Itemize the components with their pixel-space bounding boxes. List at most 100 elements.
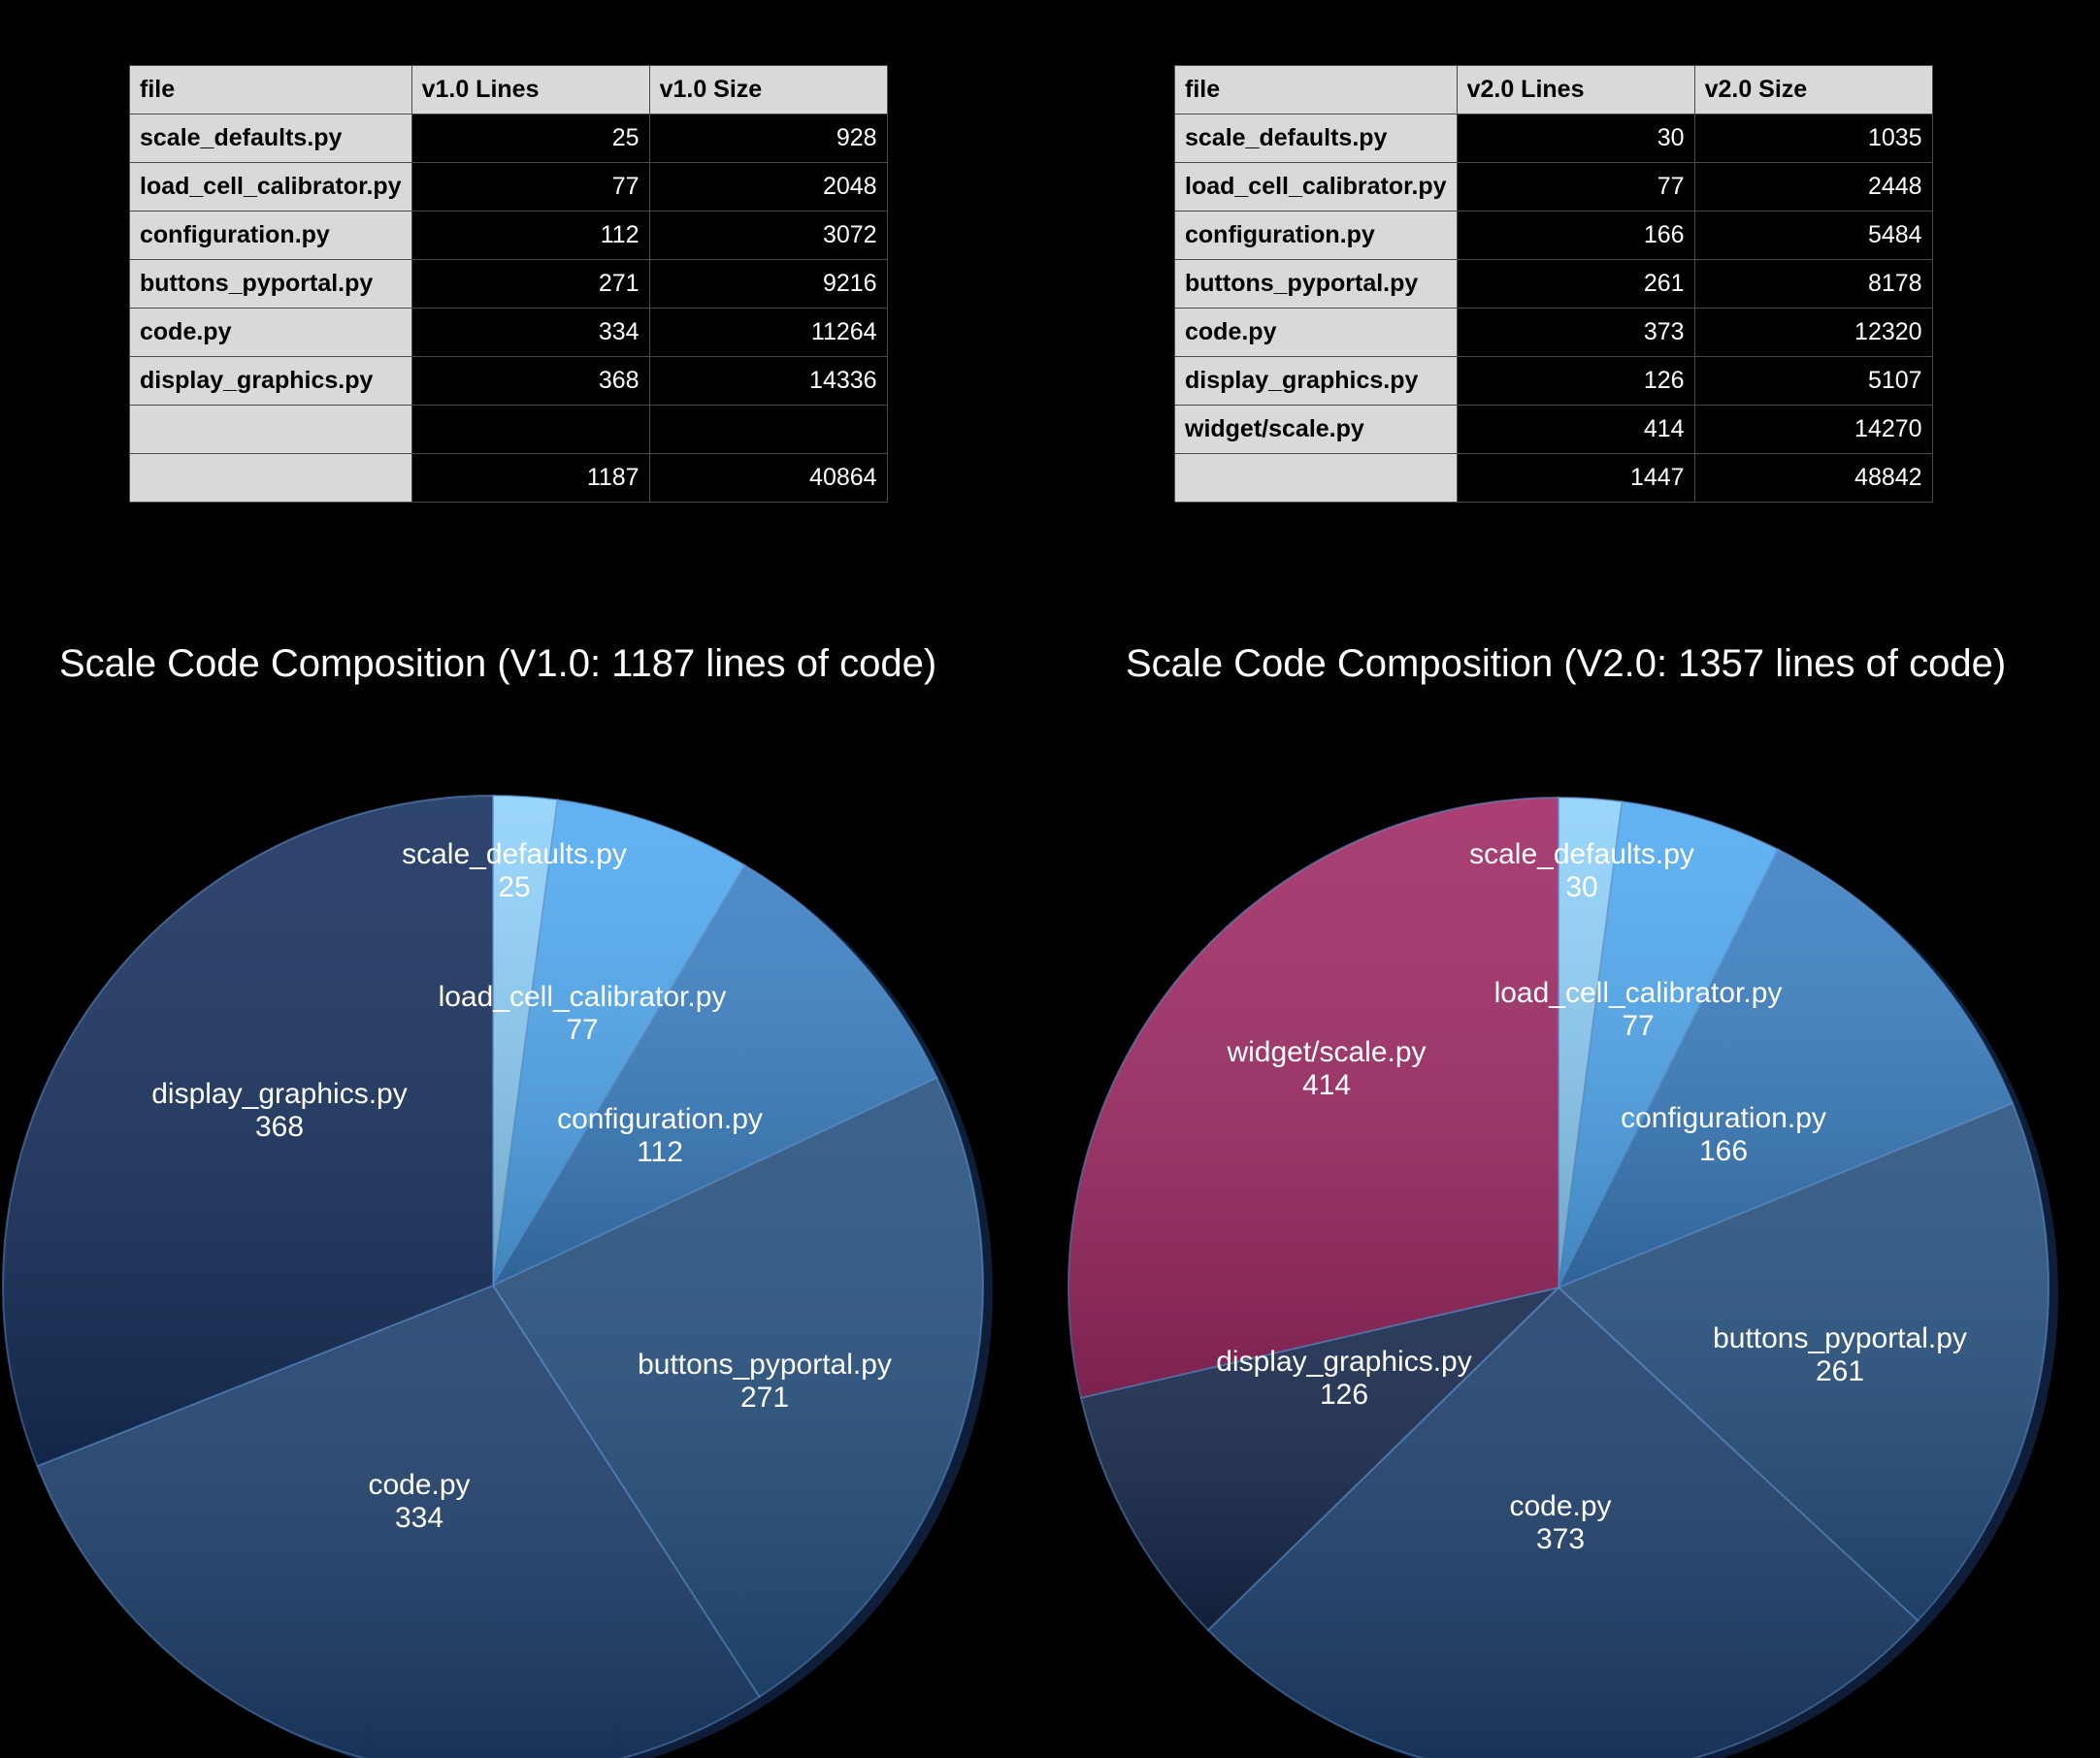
file-name-cell: load_cell_calibrator.py [129,162,412,212]
lines-cell: 373 [1456,308,1695,357]
table-row: scale_defaults.py 25 928 [129,114,888,163]
file-name-cell: code.py [129,308,412,357]
slice-value-label: 261 [1816,1355,1864,1387]
table-row: load_cell_calibrator.py 77 2048 [129,162,888,212]
lines-cell: 77 [410,162,650,212]
slice-name-label: buttons_pyportal.py [638,1349,892,1381]
lines-cell: 261 [1456,259,1695,309]
slice-name-label: scale_defaults.py [402,838,627,870]
slice-name-label: code.py [368,1469,470,1501]
chart-title-v1: Scale Code Composition (V1.0: 1187 lines… [59,642,937,685]
slice-name-label: load_cell_calibrator.py [439,981,727,1013]
size-cell: 2048 [648,162,888,212]
slice-value-label: 166 [1699,1135,1748,1167]
pie-slice-shading [493,864,937,1286]
file-name-cell: configuration.py [129,211,412,260]
pie-slice-shading [1080,1287,1559,1630]
slice-name-label: configuration.py [557,1103,763,1135]
table-row: display_graphics.py 126 5107 [1174,356,1933,406]
size-cell: 8178 [1693,259,1933,309]
file-name-cell: widget/scale.py [1174,405,1458,454]
slice-value-label: 25 [498,871,530,903]
table-row: code.py 373 12320 [1174,308,1933,357]
slice-value-label: 373 [1536,1523,1585,1555]
file-name-cell: display_graphics.py [1174,356,1458,406]
lines-cell [410,405,650,454]
slice-name-label: display_graphics.py [151,1078,407,1110]
size-cell: 3072 [648,211,888,260]
file-name-cell: buttons_pyportal.py [129,259,412,309]
column-header: file [129,65,412,114]
size-cell: 11264 [648,308,888,357]
file-name-cell: buttons_pyportal.py [1174,259,1458,309]
slice-value-label: 368 [255,1111,304,1143]
slice-value-label: 126 [1320,1379,1368,1411]
slice-value-label: 112 [637,1136,683,1168]
slice-value-label: 77 [566,1014,598,1046]
pie-slice-shading [1067,798,1559,1398]
column-header: v1.0 Lines [410,65,650,114]
table-row: 1187 40864 [129,453,888,503]
table-header-row: file v2.0 Lines v2.0 Size [1174,65,1933,114]
lines-cell: 368 [410,356,650,406]
file-name-cell: load_cell_calibrator.py [1174,162,1458,212]
file-name-cell: scale_defaults.py [1174,114,1458,163]
pie-slice-shading [1559,1103,2049,1621]
size-cell: 48842 [1693,453,1933,503]
file-name-cell: code.py [1174,308,1458,357]
size-cell: 5484 [1693,211,1933,260]
slice-name-label: load_cell_calibrator.py [1494,977,1783,1009]
pie-slice-shading [1559,801,1779,1287]
lines-cell: 25 [410,114,650,163]
table-row: widget/scale.py 414 14270 [1174,405,1933,454]
table-row: code.py 334 11264 [129,308,888,357]
size-cell: 928 [648,114,888,163]
slice-name-label: scale_defaults.py [1469,838,1694,870]
lines-cell: 112 [410,211,650,260]
slice-name-label: display_graphics.py [1216,1346,1471,1378]
pie-slice-shading [493,799,745,1286]
table-row: display_graphics.py 368 14336 [129,356,888,406]
size-cell: 14270 [1693,405,1933,454]
pie-slice-shading [493,1077,983,1697]
slice-value-label: 414 [1302,1069,1351,1101]
table-row: scale_defaults.py 30 1035 [1174,114,1933,163]
table-row: configuration.py 166 5484 [1174,211,1933,260]
file-name-cell: scale_defaults.py [129,114,412,163]
size-cell [648,405,888,454]
table-row: load_cell_calibrator.py 77 2448 [1174,162,1933,212]
pie-slice-shading [1559,849,2013,1287]
lines-cell: 1447 [1456,453,1695,503]
slice-name-label: configuration.py [1621,1102,1826,1134]
chart-title-v2: Scale Code Composition (V2.0: 1357 lines… [1126,642,2007,685]
size-cell: 12320 [1693,308,1933,357]
v2-file-table: file v2.0 Lines v2.0 Size scale_defaults.py… [1174,65,1933,503]
slice-name-label: code.py [1509,1490,1611,1522]
file-name-cell: configuration.py [1174,211,1458,260]
size-cell: 14336 [648,356,888,406]
lines-cell: 126 [1456,356,1695,406]
table-row [129,405,888,454]
table-row: configuration.py 112 3072 [129,211,888,260]
lines-cell: 414 [1456,405,1695,454]
table-row: buttons_pyportal.py 261 8178 [1174,259,1933,309]
column-header: v2.0 Size [1693,65,1933,114]
lines-cell: 166 [1456,211,1695,260]
lines-cell: 1187 [410,453,650,503]
v1-file-table: file v1.0 Lines v1.0 Size scale_defaults.py… [129,65,888,503]
slice-value-label: 30 [1565,871,1597,903]
pie-slice-shading [37,1286,760,1758]
file-name-cell [1174,453,1458,503]
slice-value-label: 77 [1622,1010,1654,1042]
slice-name-label: buttons_pyportal.py [1713,1322,1967,1354]
column-header: file [1174,65,1458,114]
table-header-row: file v1.0 Lines v1.0 Size [129,65,888,114]
pie-slice-shading [2,796,494,1466]
slice-value-label: 334 [395,1502,443,1534]
file-name-cell [129,453,412,503]
size-cell: 5107 [1693,356,1933,406]
slice-name-label: widget/scale.py [1226,1036,1426,1068]
size-cell: 40864 [648,453,888,503]
